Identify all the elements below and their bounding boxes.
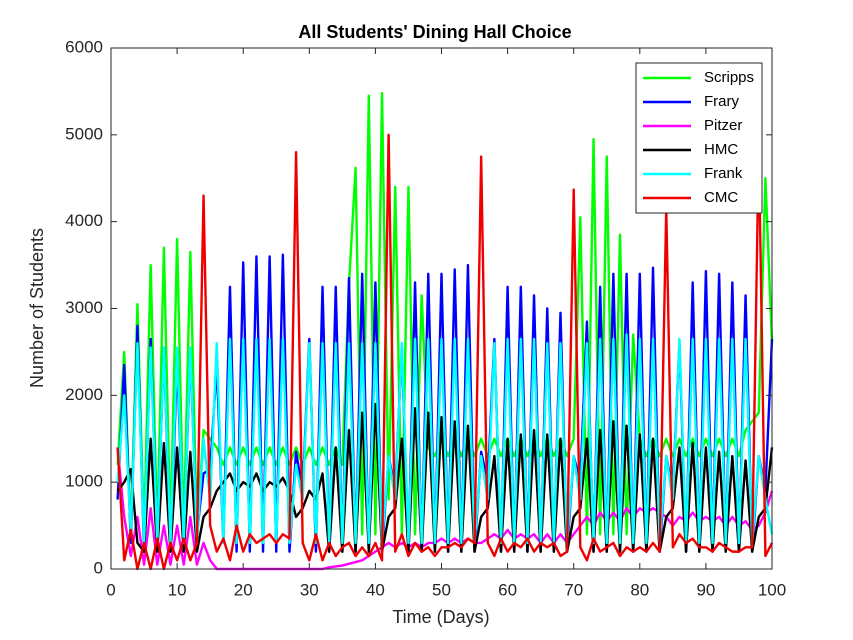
x-tick-label: 10 [168, 580, 187, 599]
y-tick-label: 1000 [65, 472, 103, 491]
x-tick-label: 50 [432, 580, 451, 599]
x-tick-label: 100 [758, 580, 786, 599]
y-tick-label: 4000 [65, 211, 103, 230]
y-axis-label: Number of Students [27, 228, 47, 388]
series-line [116, 133, 774, 571]
legend: Scripps Frary Pitzer HMC Frank CMC [635, 62, 763, 214]
x-tick-label: 30 [300, 580, 319, 599]
legend-label: Frary [704, 93, 739, 110]
x-axis-label: Time (Days) [392, 607, 489, 627]
x-tick-label: 40 [366, 580, 385, 599]
x-tick-label: 20 [234, 580, 253, 599]
chart-title: All Students' Dining Hall Choice [298, 22, 571, 42]
y-tick-label: 6000 [65, 37, 103, 56]
x-tick-label: 60 [498, 580, 517, 599]
series-line [116, 333, 774, 545]
legend-label: CMC [704, 189, 738, 206]
legend-box [635, 62, 763, 214]
legend-label: Frank [704, 165, 743, 182]
plot-lines [116, 91, 774, 571]
y-tick-label: 5000 [65, 124, 103, 143]
x-tick-label: 80 [630, 580, 649, 599]
y-tick-label: 2000 [65, 385, 103, 404]
x-tick-label: 90 [696, 580, 715, 599]
x-tick-label: 70 [564, 580, 583, 599]
legend-label: Pitzer [704, 117, 742, 134]
legend-label: HMC [704, 141, 738, 158]
legend-label: Scripps [704, 69, 754, 86]
y-tick-label: 0 [94, 558, 103, 577]
x-tick-label: 0 [106, 580, 115, 599]
y-tick-label: 3000 [65, 298, 103, 317]
axes: 0 10 20 30 40 50 60 70 80 90 100010002000300040005… [65, 37, 786, 599]
